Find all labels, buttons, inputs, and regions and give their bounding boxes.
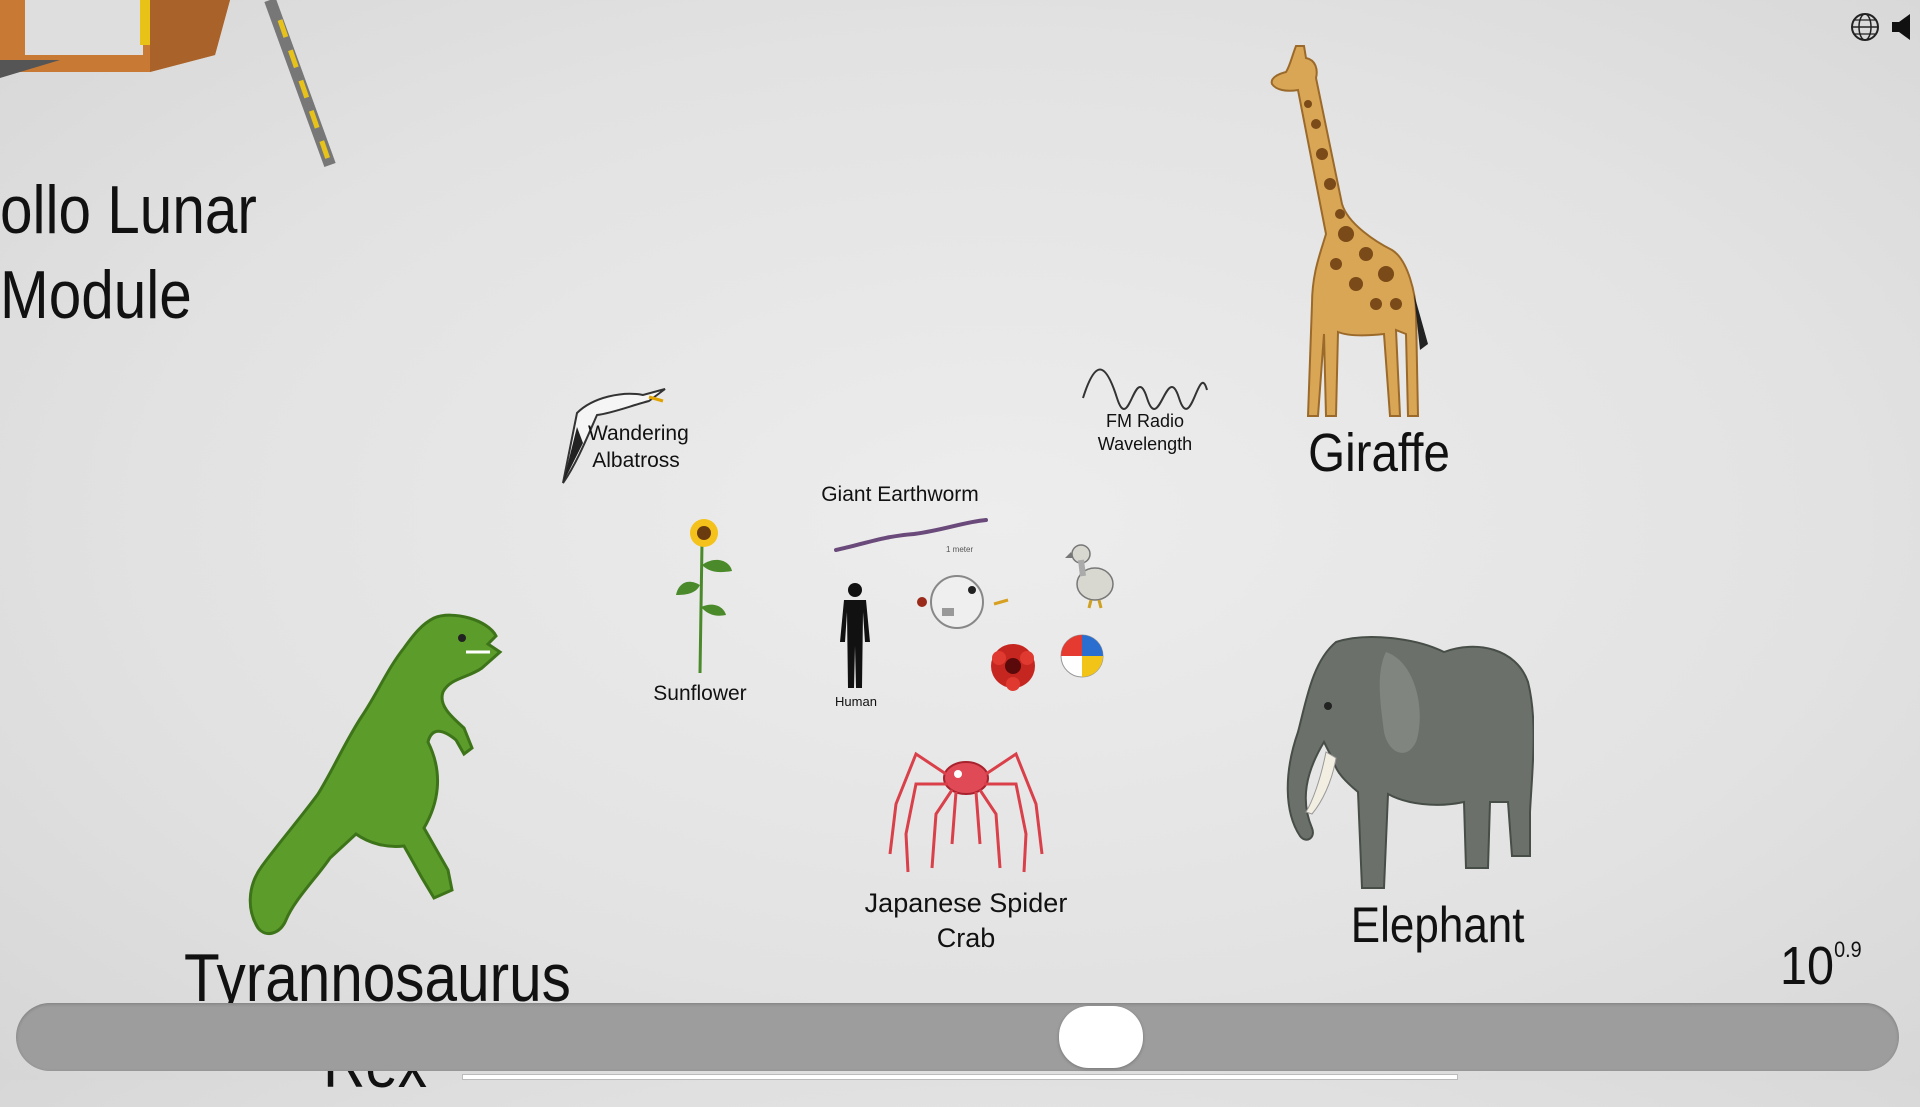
sunflower-image[interactable] [672, 515, 736, 680]
zoom-slider-thumb[interactable] [1059, 1006, 1143, 1068]
beach-ball-image[interactable] [1059, 632, 1105, 687]
giraffe-image[interactable] [1256, 44, 1446, 425]
apollo-lunar-module-image[interactable] [0, 0, 340, 175]
apollo-lunar-module-label[interactable]: ollo Lunar Module [0, 172, 257, 333]
giant-earthworm-label[interactable]: Giant Earthworm [821, 483, 979, 506]
fm-radio-wave-image[interactable] [1081, 368, 1209, 415]
scale-readout: 100.9 [1780, 935, 1862, 997]
elephant-image[interactable] [1276, 632, 1535, 899]
rafflesia-image[interactable] [985, 640, 1041, 697]
bottom-progress-bar [462, 1074, 1458, 1080]
globe-icon[interactable] [1850, 12, 1880, 47]
japanese-spider-crab-label[interactable]: Japanese Spider Crab [864, 888, 1068, 954]
japanese-spider-crab-image[interactable] [886, 744, 1046, 889]
human-image[interactable] [836, 582, 874, 695]
svg-text:1 meter: 1 meter [946, 545, 973, 554]
zoom-slider-track[interactable] [16, 1003, 1899, 1071]
wandering-albatross-label[interactable]: Wandering Albatross [588, 422, 689, 473]
scale-exponent: 0.9 [1834, 937, 1862, 962]
small-objects-cluster: 1 meter [912, 538, 1012, 653]
giant-earthworm-image[interactable] [834, 514, 988, 559]
human-label[interactable]: Human [835, 694, 877, 709]
sunflower-label[interactable]: Sunflower [653, 682, 747, 705]
giraffe-label[interactable]: Giraffe [1308, 423, 1450, 483]
wandering-albatross-image[interactable] [553, 383, 668, 493]
tyrannosaurus-rex-image[interactable] [238, 608, 503, 945]
elephant-label[interactable]: Elephant [1350, 897, 1525, 953]
dodo-bird-image[interactable] [1063, 538, 1119, 615]
speaker-icon[interactable] [1890, 12, 1914, 47]
fm-radio-wavelength-label[interactable]: FM Radio Wavelength [1097, 411, 1193, 455]
top-controls [1850, 12, 1914, 47]
scale-base: 10 [1780, 936, 1835, 996]
